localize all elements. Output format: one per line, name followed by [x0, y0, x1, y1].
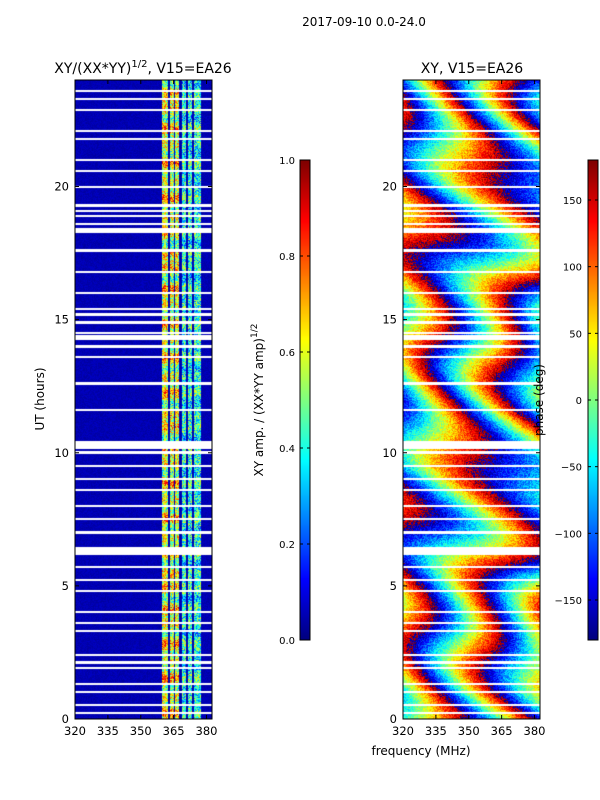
x-tick-label: 380 [196, 724, 218, 738]
y-tick-label: 5 [390, 579, 397, 593]
amplitude-colorbar-label: XY amp. / (XX*YY amp)1/2 [250, 324, 266, 477]
x-tick-label: 350 [130, 724, 152, 738]
phase-colorbar-ticks: −150 −100 −50 0 50 100 150 [555, 196, 598, 607]
phase-colorbar-gradient [588, 160, 598, 640]
x-tick-label: 335 [425, 724, 447, 738]
colorbar-tick-label: 0 [576, 396, 582, 407]
phase-colorbar-label: phase (deg) [532, 364, 546, 436]
colorbar-tick-label: 100 [563, 263, 582, 274]
x-tick-label: 320 [392, 724, 414, 738]
phase-heatmap [403, 80, 540, 719]
x-tick-label: 365 [163, 724, 185, 738]
phase-panel: XY, V15=EA26 320 335 350 365 380 0 5 10 15 20 [382, 61, 545, 738]
x-tick-label: 365 [491, 724, 513, 738]
colorbar-tick-label: 1.0 [279, 156, 295, 167]
phase-plot-frame [402, 79, 541, 720]
amplitude-colorbar: 0.0 0.2 0.4 0.6 0.8 1.0 XY amp. / (XX*YY amp)… [250, 156, 311, 647]
phase-panel-title: XY, V15=EA26 [421, 61, 523, 77]
amplitude-axes-ticks: 320 335 350 365 380 0 5 10 15 20 [54, 80, 217, 738]
y-tick-label: 0 [390, 712, 397, 726]
y-tick-label: 15 [54, 313, 69, 327]
colorbar-tick-label: −100 [555, 529, 582, 540]
colorbar-tick-label: 150 [563, 196, 582, 207]
x-tick-label: 335 [97, 724, 119, 738]
x-tick-label: 350 [458, 724, 480, 738]
colorbar-tick-label: −50 [561, 463, 582, 474]
y-tick-label: 10 [382, 446, 397, 460]
y-tick-label: 5 [62, 579, 69, 593]
y-tick-label: 15 [382, 313, 397, 327]
y-tick-label: 10 [54, 446, 69, 460]
x-tick-label: 320 [64, 724, 86, 738]
x-tick-label: 380 [524, 724, 546, 738]
amplitude-panel-title: XY/(XX*YY)1/2, V15=EA26 [54, 59, 232, 77]
amplitude-panel: XY/(XX*YY)1/2, V15=EA26 320 335 350 365 380 0… [33, 59, 232, 738]
amplitude-ylabel: UT (hours) [33, 367, 47, 430]
y-tick-label: 0 [62, 712, 69, 726]
y-tick-label: 20 [382, 180, 397, 194]
amplitude-plot-frame [74, 79, 213, 720]
colorbar-tick-label: 0.2 [279, 540, 295, 551]
amplitude-colorbar-ticks: 0.0 0.2 0.4 0.6 0.8 1.0 [279, 156, 310, 647]
colorbar-tick-label: 50 [569, 329, 582, 340]
figure-suptitle: 2017-09-10 0.0-24.0 [302, 15, 426, 29]
phase-colorbar: −150 −100 −50 0 50 100 150 phase (deg) [532, 159, 599, 641]
phase-axes-ticks: 320 335 350 365 380 0 5 10 15 20 [382, 80, 545, 738]
y-tick-label: 20 [54, 180, 69, 194]
colorbar-tick-label: −150 [555, 596, 582, 607]
amplitude-colorbar-gradient [300, 160, 310, 640]
colorbar-tick-label: 0.8 [279, 252, 295, 263]
amplitude-colorbar-frame [299, 159, 311, 641]
colorbar-tick-label: 0.4 [279, 444, 295, 455]
amplitude-heatmap [75, 80, 212, 719]
colorbar-tick-label: 0.0 [279, 636, 295, 647]
frequency-xlabel: frequency (MHz) [371, 744, 470, 758]
colorbar-tick-label: 0.6 [279, 348, 295, 359]
